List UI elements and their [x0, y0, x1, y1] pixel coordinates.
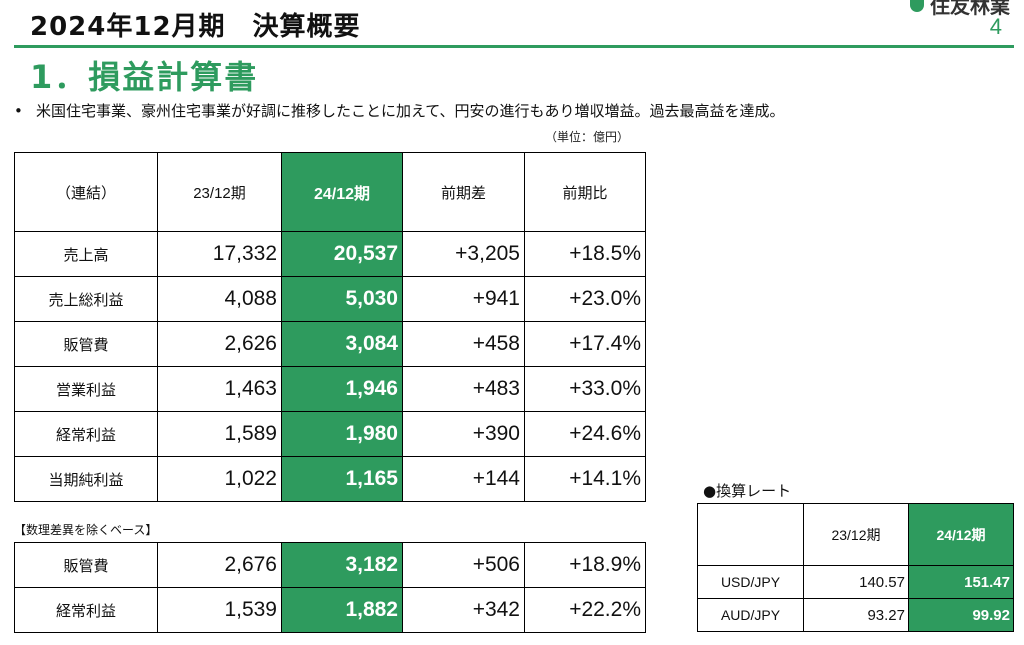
prev-value: 1,539: [157, 587, 282, 633]
diff-value: +941: [402, 276, 525, 322]
current-value: 1,165: [281, 456, 403, 502]
row-label: 経常利益: [14, 411, 158, 457]
table-row: USD/JPY 140.57 151.47: [697, 565, 1014, 599]
ratio-value: +33.0%: [524, 366, 646, 412]
logo-icon: [910, 0, 924, 12]
header-cell: 23/12期: [803, 503, 909, 566]
table-row: 経常利益 1,539 1,882 +342 +22.2%: [14, 587, 646, 633]
exchange-rate-table: 23/12期 24/12期 USD/JPY 140.57 151.47 AUD/…: [697, 503, 1014, 632]
prev-value: 4,088: [157, 276, 282, 322]
header-divider: [14, 45, 1014, 48]
header-cell-current: 24/12期: [281, 152, 403, 232]
ratio-value: +17.4%: [524, 321, 646, 367]
ratio-value: +23.0%: [524, 276, 646, 322]
header-cell: 23/12期: [157, 152, 282, 232]
table-row: 売上総利益 4,088 5,030 +941 +23.0%: [14, 276, 646, 322]
bullet-marker: •: [14, 102, 23, 120]
unit-note: （単位：億円）: [545, 130, 630, 144]
diff-value: +506: [402, 542, 525, 588]
diff-value: +458: [402, 321, 525, 367]
prev-value: 1,589: [157, 411, 282, 457]
current-value: 20,537: [281, 231, 403, 277]
table-row: 営業利益 1,463 1,946 +483 +33.0%: [14, 366, 646, 412]
row-label: 当期純利益: [14, 456, 158, 502]
diff-value: +144: [402, 456, 525, 502]
table-row: 経常利益 1,589 1,980 +390 +24.6%: [14, 411, 646, 457]
prev-value: 1,463: [157, 366, 282, 412]
row-label: 営業利益: [14, 366, 158, 412]
table-row: 販管費 2,626 3,084 +458 +17.4%: [14, 321, 646, 367]
logo-text: 住友林業: [930, 0, 1010, 18]
current-value: 3,084: [281, 321, 403, 367]
table-row: 当期純利益 1,022 1,165 +144 +14.1%: [14, 456, 646, 502]
company-logo: 住友林業: [910, 0, 1010, 19]
table-row: 売上高 17,332 20,537 +3,205 +18.5%: [14, 231, 646, 277]
row-label: 販管費: [14, 542, 158, 588]
ratio-value: +18.9%: [524, 542, 646, 588]
ratio-value: +22.2%: [524, 587, 646, 633]
header-cell: [697, 503, 804, 566]
current-value: 1,882: [281, 587, 403, 633]
summary-bullet: • 米国住宅事業、豪州住宅事業が好調に推移したことに加えて、円安の進行もあり増収増…: [14, 100, 785, 121]
row-label: USD/JPY: [697, 565, 804, 599]
row-label: AUD/JPY: [697, 598, 804, 632]
page-number: 4: [989, 14, 1002, 39]
prev-value: 2,626: [157, 321, 282, 367]
diff-value: +342: [402, 587, 525, 633]
ratio-value: +14.1%: [524, 456, 646, 502]
current-value: 3,182: [281, 542, 403, 588]
table-header-row: （連結） 23/12期 24/12期 前期差 前期比: [14, 152, 646, 232]
header-cell: 前期比: [524, 152, 646, 232]
diff-value: +3,205: [402, 231, 525, 277]
header-cell: （連結）: [14, 152, 158, 232]
prev-value: 140.57: [803, 565, 909, 599]
income-statement-table: （連結） 23/12期 24/12期 前期差 前期比 売上高 17,332 20…: [14, 152, 646, 502]
current-value: 99.92: [908, 598, 1014, 632]
current-value: 5,030: [281, 276, 403, 322]
row-label: 経常利益: [14, 587, 158, 633]
row-label: 販管費: [14, 321, 158, 367]
summary-text: 米国住宅事業、豪州住宅事業が好調に推移したことに加えて、円安の進行もあり増収増益…: [36, 102, 785, 120]
table-header-row: 23/12期 24/12期: [697, 503, 1014, 566]
current-value: 1,980: [281, 411, 403, 457]
diff-value: +390: [402, 411, 525, 457]
prev-value: 1,022: [157, 456, 282, 502]
rate-caption: ●換算レート: [703, 482, 792, 500]
adjusted-table: 販管費 2,676 3,182 +506 +18.9% 経常利益 1,539 1…: [14, 542, 646, 633]
ratio-value: +18.5%: [524, 231, 646, 277]
section-title: 1．損益計算書: [30, 58, 259, 96]
prev-value: 17,332: [157, 231, 282, 277]
prev-value: 2,676: [157, 542, 282, 588]
current-value: 151.47: [908, 565, 1014, 599]
ratio-value: +24.6%: [524, 411, 646, 457]
table-row: AUD/JPY 93.27 99.92: [697, 598, 1014, 632]
adjusted-caption: 【数理差異を除くベース】: [14, 523, 158, 537]
page-title: 2024年12月期 決算概要: [30, 12, 361, 42]
header-cell: 前期差: [402, 152, 525, 232]
table-row: 販管費 2,676 3,182 +506 +18.9%: [14, 542, 646, 588]
header-cell-current: 24/12期: [908, 503, 1014, 566]
diff-value: +483: [402, 366, 525, 412]
row-label: 売上高: [14, 231, 158, 277]
prev-value: 93.27: [803, 598, 909, 632]
row-label: 売上総利益: [14, 276, 158, 322]
current-value: 1,946: [281, 366, 403, 412]
